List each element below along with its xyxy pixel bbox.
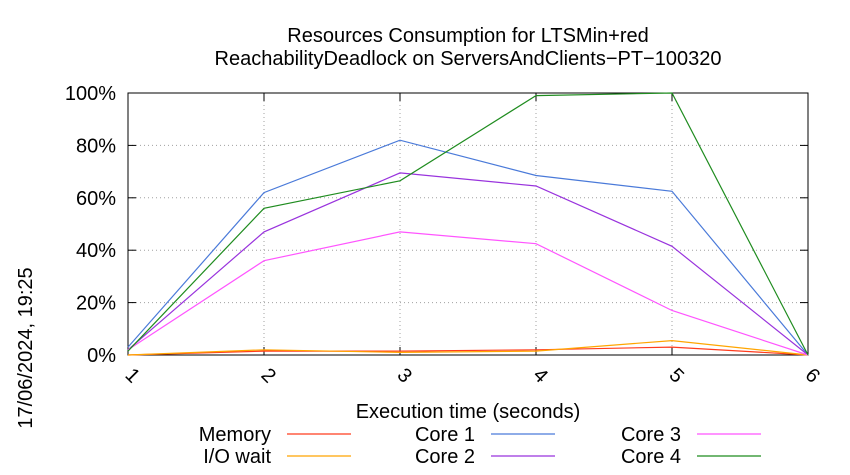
series-line-core-4 [127,92,809,356]
series-line-core-1 [127,139,809,356]
legend-label-i-o-wait: I/O wait [203,446,271,468]
x-tick-label: 5 [665,364,688,387]
plot-frame [127,92,809,356]
series-lines [127,92,809,356]
y-axis-ticks: 0% 20% 40% 60% 80% 100% [65,83,808,367]
series-line-core-3 [127,231,809,356]
chart-title-line-2: ReachabilityDeadlock on ServersAndClient… [215,48,722,70]
legend-label-core-2: Core 2 [415,446,475,468]
x-tick-label: 2 [257,364,280,387]
y-tick-label: 80% [76,135,116,157]
y-tick-label: 20% [76,293,116,315]
y-tick-label: 40% [76,240,116,262]
x-tick-label: 6 [801,364,824,387]
x-tick-label: 3 [393,364,416,387]
series-line-core-2 [127,172,809,356]
x-axis-ticks: 1 2 3 4 5 6 [121,93,824,387]
legend-label-core-4: Core 4 [621,446,681,468]
grid [128,93,808,355]
series-line-memory [127,346,809,356]
x-tick-label: 1 [121,364,144,387]
y-tick-label: 60% [76,188,116,210]
x-axis-label: Execution time (seconds) [356,401,581,423]
timestamp-label: 17/06/2024, 19:25 [15,267,37,428]
y-tick-label: 0% [87,345,116,367]
legend-label-memory: Memory [199,424,271,446]
legend-label-core-3: Core 3 [621,424,681,446]
chart-title-line-1: Resources Consumption for LTSMin+red [287,25,648,47]
series-line-i-o-wait [127,339,809,356]
x-tick-label: 4 [529,364,552,387]
legend-label-core-1: Core 1 [415,424,475,446]
y-tick-label: 100% [65,83,116,105]
